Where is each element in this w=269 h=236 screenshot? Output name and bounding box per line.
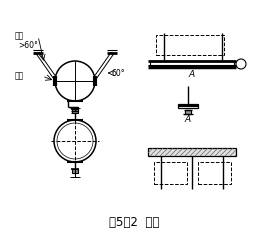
- Bar: [185, 110, 191, 114]
- Circle shape: [55, 61, 95, 101]
- Bar: [148, 148, 236, 156]
- Bar: [198, 162, 231, 184]
- Bar: [156, 35, 224, 55]
- Bar: [72, 109, 78, 113]
- Text: 吊杆: 吊杆: [15, 31, 24, 41]
- Polygon shape: [94, 53, 114, 79]
- Circle shape: [54, 120, 96, 162]
- Text: 图5－2  吊架: 图5－2 吊架: [109, 215, 159, 228]
- Circle shape: [57, 123, 93, 159]
- Text: >60°: >60°: [18, 42, 38, 51]
- Bar: [178, 104, 198, 108]
- Text: 抱箍: 抱箍: [15, 72, 24, 80]
- Bar: [72, 169, 78, 173]
- Bar: [73, 107, 78, 111]
- Bar: [154, 162, 187, 184]
- Text: A: A: [185, 115, 191, 124]
- Polygon shape: [37, 53, 56, 79]
- Text: A: A: [189, 70, 195, 79]
- Circle shape: [236, 59, 246, 69]
- Text: 60°: 60°: [112, 68, 126, 77]
